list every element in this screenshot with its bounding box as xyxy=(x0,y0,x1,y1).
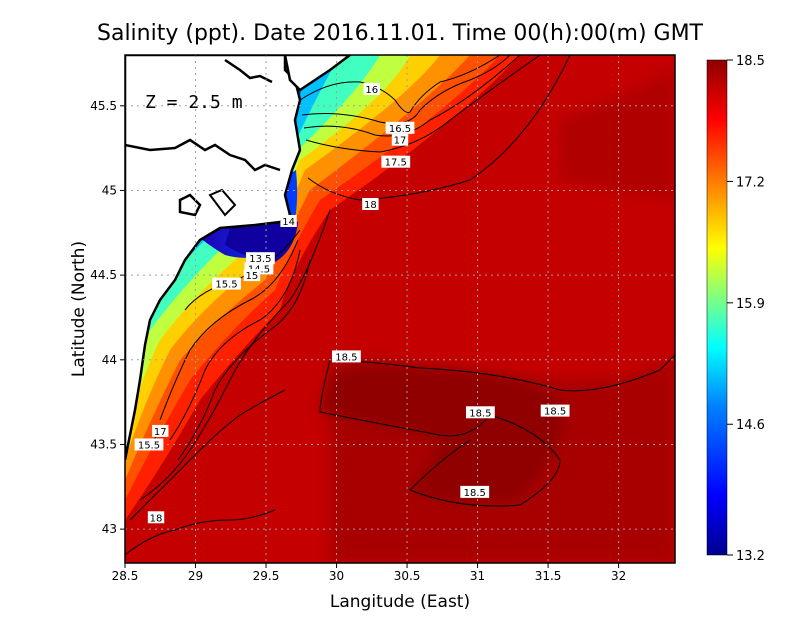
contour-label-box xyxy=(363,82,380,95)
contour-label: 18.5 xyxy=(469,408,491,419)
contour-label: 15 xyxy=(246,271,259,282)
contour-label-box xyxy=(381,155,411,168)
contour-labels: 1616.51717.5181413.514.51515.518.518.518… xyxy=(134,82,570,524)
x-axis: 28.5 29 29.5 30 30.5 31 31.5 32 xyxy=(112,563,626,583)
contour-label-box xyxy=(245,252,275,265)
contour-label-box xyxy=(460,485,490,498)
y-tick-label: 44 xyxy=(102,353,117,367)
y-tick-label: 43.5 xyxy=(90,437,117,451)
contour-label: 18 xyxy=(150,513,163,524)
y-tick-label: 44.5 xyxy=(90,268,117,282)
contour-label-box xyxy=(362,198,379,211)
contour-label: 18.5 xyxy=(464,488,486,499)
contour-label: 17.5 xyxy=(385,158,407,169)
contour-label-box xyxy=(134,438,164,451)
x-tick-label: 30.5 xyxy=(394,569,421,583)
contour-label: 16.5 xyxy=(389,124,411,135)
contour-label: 18.5 xyxy=(544,407,566,418)
y-tick-label: 43 xyxy=(102,522,117,536)
contour-label: 14 xyxy=(282,217,295,228)
contour-label: 15.5 xyxy=(215,280,237,291)
x-tick-label: 31 xyxy=(470,569,485,583)
contour-lines xyxy=(125,55,675,556)
contour-label: 15.5 xyxy=(138,440,160,451)
x-tick-label: 29.5 xyxy=(253,569,280,583)
colorbar-tick-label: 15.9 xyxy=(736,297,765,312)
colorbar-ramp xyxy=(706,59,728,556)
contour-label-box xyxy=(152,424,169,437)
x-tick-label: 31.5 xyxy=(535,569,562,583)
contour-label-box xyxy=(385,121,415,134)
contour-label: 18.5 xyxy=(335,352,357,363)
x-tick-label: 28.5 xyxy=(112,569,139,583)
contour-label-box xyxy=(391,133,409,146)
contour-label-box xyxy=(243,269,261,282)
colorbar-tick-label: 14.6 xyxy=(736,418,765,433)
y-axis-label: Latitude (North) xyxy=(69,241,89,377)
contour-label: 18 xyxy=(364,200,377,211)
y-tick-label: 45.5 xyxy=(90,99,117,113)
colorbar-tick-label: 17.2 xyxy=(736,175,765,190)
contour-label-box xyxy=(212,277,241,290)
x-tick-label: 32 xyxy=(611,569,626,583)
x-tick-label: 30 xyxy=(329,569,344,583)
contour-label: 17 xyxy=(154,427,167,438)
colorbar-tick-label: 13.2 xyxy=(736,549,765,564)
contour-label: 17 xyxy=(394,136,407,147)
land-mass xyxy=(125,55,302,461)
contour-label-box xyxy=(332,350,361,363)
contour-label: 16 xyxy=(365,85,378,96)
contour-label-box xyxy=(147,511,165,524)
contour-label-box xyxy=(465,406,495,419)
contour-label: 13.5 xyxy=(249,254,271,265)
contour-label-box xyxy=(280,214,297,227)
colorbar-tick-label: 18.5 xyxy=(736,54,765,69)
chart-title: Salinity (ppt). Date 2016.11.01. Time 00… xyxy=(97,21,704,46)
y-tick-label: 45 xyxy=(102,183,117,197)
x-tick-label: 29 xyxy=(188,569,203,583)
x-axis-label: Langitude (East) xyxy=(330,592,470,612)
depth-annotation: Z = 2.5 m xyxy=(145,92,243,113)
contour-label-box xyxy=(540,404,570,417)
plot-frame xyxy=(124,54,676,564)
y-axis: 43 43.5 44 44.5 45 45.5 xyxy=(90,99,125,536)
colorbar: 18.5 17.2 15.9 14.6 13.2 xyxy=(706,54,765,564)
